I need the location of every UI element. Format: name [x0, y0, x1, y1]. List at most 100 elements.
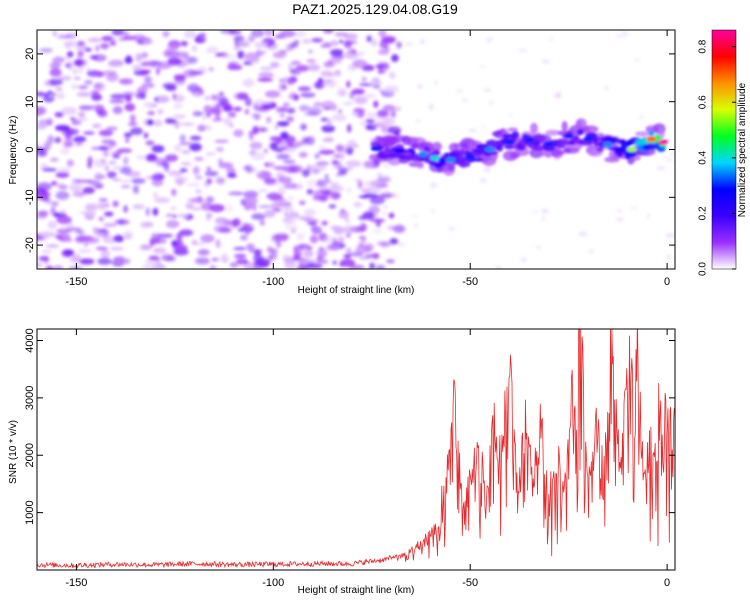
noise-blob — [224, 204, 234, 213]
noise-blob — [298, 104, 310, 112]
signal-blob — [536, 135, 546, 143]
noise-blob — [367, 186, 382, 194]
noise-blob — [353, 201, 363, 208]
noise-blob — [320, 79, 332, 83]
noise-blob — [338, 210, 349, 219]
figure-title: PAZ1.2025.129.04.08.G19 — [292, 1, 458, 17]
noise-blob — [171, 188, 177, 197]
noise-blob — [152, 119, 163, 127]
noise-blob — [309, 235, 319, 244]
noise-blob — [57, 34, 71, 39]
signal-peak — [445, 157, 456, 163]
noise-blob — [135, 92, 146, 99]
signal-halo — [561, 120, 568, 132]
noise-blob — [389, 106, 402, 112]
noise-blob — [264, 30, 274, 37]
noise-blob — [151, 233, 163, 240]
noise-blob — [47, 220, 57, 229]
noise-blob — [83, 131, 95, 135]
noise-blob — [266, 246, 273, 253]
noise-blob — [223, 117, 233, 126]
noise-blob — [97, 109, 108, 118]
noise-blob — [318, 149, 335, 155]
noise-blob — [382, 123, 389, 127]
noise-blob — [197, 249, 210, 256]
noise-blob — [323, 235, 336, 244]
colorbar-gradient — [711, 29, 737, 270]
noise-blob — [335, 144, 344, 153]
noise-blob — [194, 157, 204, 161]
noise-blob — [306, 188, 314, 195]
noise-blob — [77, 50, 85, 57]
noise-blob — [287, 63, 294, 70]
signal-halo — [417, 163, 425, 169]
noise-blob — [204, 170, 219, 177]
noise-blob — [385, 242, 393, 245]
signal-halo — [545, 129, 561, 136]
noise-blob — [140, 62, 151, 67]
noise-blob — [308, 49, 313, 54]
noise-blob — [269, 136, 283, 142]
noise-blob — [391, 54, 399, 62]
noise-blob — [164, 118, 177, 124]
noise-blob — [92, 123, 102, 129]
noise-blob — [180, 122, 195, 126]
noise-blob — [346, 80, 351, 88]
noise-blob — [414, 223, 418, 228]
signal-blob — [443, 152, 450, 158]
noise-blob — [109, 99, 125, 104]
noise-blob — [56, 236, 63, 240]
noise-blob — [105, 126, 118, 131]
noise-blob — [206, 46, 219, 54]
noise-blob — [366, 35, 372, 43]
noise-blob — [55, 190, 70, 200]
noise-blob — [102, 70, 118, 76]
noise-blob — [87, 156, 93, 165]
noise-blob — [352, 59, 368, 68]
noise-blob — [112, 151, 123, 155]
noise-blob — [250, 30, 265, 38]
noise-blob — [73, 76, 81, 81]
y-tick-label: 1000 — [24, 500, 36, 524]
noise-blob — [179, 229, 194, 237]
signal-halo — [555, 150, 565, 156]
noise-blob — [329, 48, 344, 57]
noise-blob — [158, 233, 173, 238]
noise-blob — [44, 197, 51, 202]
noise-blob — [334, 70, 341, 75]
noise-blob — [384, 85, 399, 94]
noise-blob — [236, 257, 244, 267]
noise-blob — [229, 262, 239, 268]
signal-blob — [458, 161, 471, 168]
signal-peak — [626, 147, 637, 152]
signal-blob — [577, 128, 584, 135]
signal-blob — [555, 144, 566, 149]
noise-blob — [143, 40, 154, 45]
noise-blob — [123, 231, 133, 240]
snr-frame — [36, 328, 676, 571]
noise-blob — [43, 141, 52, 149]
noise-blob — [227, 64, 243, 71]
noise-blob — [242, 78, 255, 88]
noise-blob — [223, 105, 234, 112]
y-tick-label: -10 — [24, 189, 36, 205]
colorbar-label: Normalized spectral amplitude — [737, 82, 748, 217]
noise-blob — [106, 171, 117, 179]
noise-blob — [108, 161, 117, 165]
signal-halo — [507, 127, 518, 132]
noise-blob — [86, 210, 97, 217]
noise-blob — [251, 213, 266, 220]
noise-blob — [96, 246, 107, 250]
noise-blob — [275, 106, 284, 113]
noise-blob — [271, 234, 281, 243]
noise-blob — [276, 153, 291, 160]
noise-blob — [359, 83, 373, 87]
noise-blob — [37, 91, 44, 97]
spectrogram-y-ticks: -20 -10 0 10 20 — [24, 48, 675, 253]
noise-blob — [192, 111, 204, 117]
x-tick-label: 0 — [664, 577, 670, 589]
noise-blob — [387, 225, 397, 231]
noise-blob — [280, 131, 289, 140]
noise-blob — [456, 89, 463, 93]
signal-peak — [583, 136, 594, 142]
